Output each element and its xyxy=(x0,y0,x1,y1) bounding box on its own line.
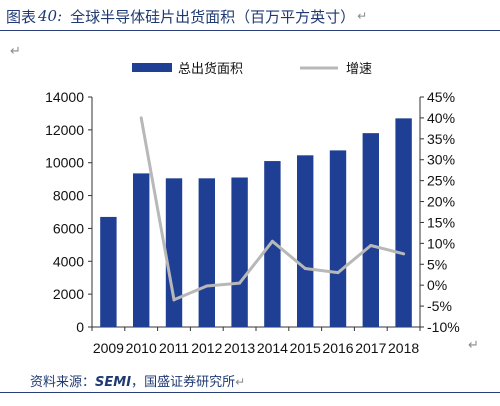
figure-label: 图表 xyxy=(6,7,37,26)
paragraph-return-mark: ↵ xyxy=(10,44,21,59)
paragraph-return-mark: ↵ xyxy=(235,375,246,389)
y-tick-label-left: 2000 xyxy=(53,286,84,302)
y-tick-label-right: 10% xyxy=(427,235,455,251)
legend-label-bar: 总出货面积 xyxy=(178,61,243,76)
growth-point xyxy=(172,298,176,302)
legend-swatch-bar xyxy=(132,63,172,72)
bar xyxy=(165,178,183,327)
y-tick-label-right: 30% xyxy=(427,152,455,168)
y-tick-label-right: 25% xyxy=(427,173,455,189)
y-tick-label-left: 6000 xyxy=(53,220,84,236)
x-tick-label: 2017 xyxy=(355,340,386,356)
legend-label-line: 增速 xyxy=(346,61,372,76)
y-tick-label-right: 5% xyxy=(427,256,447,272)
title-divider xyxy=(0,30,500,31)
paragraph-return-mark: ↵ xyxy=(357,9,368,23)
source-note: 资料来源：SEMI，国盛证券研究所↵ xyxy=(30,371,245,390)
bar xyxy=(264,161,281,327)
source-label: 资料来源： xyxy=(30,375,96,390)
x-tick-label: 2010 xyxy=(126,340,157,356)
bar xyxy=(100,216,117,327)
y-tick-label-right: 0% xyxy=(427,277,447,293)
y-tick-label-right: -5% xyxy=(427,298,452,314)
y-tick-label-left: 14000 xyxy=(45,89,84,105)
x-tick-label: 2016 xyxy=(322,340,353,356)
y-tick-label-left: 4000 xyxy=(53,253,84,269)
y-tick-label-left: 10000 xyxy=(45,155,84,171)
figure-title-row: 图表 40: 全球半导体硅片出货面积（百万平方英寸） ↵ xyxy=(6,4,496,28)
bottom-divider xyxy=(0,392,500,393)
growth-point xyxy=(402,252,406,256)
growth-point xyxy=(369,243,373,247)
y-tick-label-left: 8000 xyxy=(53,188,84,204)
y-tick-label-right: 15% xyxy=(427,214,455,230)
growth-point xyxy=(205,284,209,288)
x-tick-label: 2013 xyxy=(224,340,255,356)
y-tick-label-left: 12000 xyxy=(45,122,84,138)
y-tick-label-right: 35% xyxy=(427,131,455,147)
y-tick-label-right: 45% xyxy=(427,89,455,105)
x-tick-label: 2009 xyxy=(93,340,124,356)
x-tick-label: 2011 xyxy=(159,340,189,356)
source-separator: ， xyxy=(131,375,145,390)
x-tick-label: 2012 xyxy=(191,340,222,356)
figure-title: 全球半导体硅片出货面积（百万平方英寸） xyxy=(70,7,356,26)
growth-point xyxy=(139,116,143,120)
paragraph-return-mark: ↵ xyxy=(468,338,479,353)
x-tick-label: 2018 xyxy=(388,340,419,356)
source-publisher: 国盛证券研究所 xyxy=(144,375,236,390)
y-tick-label-left: 0 xyxy=(76,319,84,335)
y-tick-label-right: -10% xyxy=(427,319,460,335)
bar xyxy=(198,178,215,327)
bar xyxy=(329,150,347,327)
x-tick-label: 2015 xyxy=(290,340,321,356)
figure-number: 40: xyxy=(38,7,63,25)
x-tick-label: 2014 xyxy=(257,340,288,356)
growth-point xyxy=(270,239,274,243)
bar xyxy=(362,133,379,327)
bar xyxy=(231,177,248,327)
growth-point xyxy=(238,281,242,285)
bar xyxy=(297,155,314,327)
source-org: SEMI xyxy=(95,375,132,390)
y-tick-label-right: 20% xyxy=(427,194,455,210)
growth-point xyxy=(336,271,340,275)
y-tick-label-right: 40% xyxy=(427,110,455,126)
growth-point xyxy=(303,266,307,270)
bar xyxy=(395,118,412,327)
chart-canvas: 总出货面积 增速 0 2000 4000 6000 8000 10000 12000 14000 -… xyxy=(45,61,460,356)
bar xyxy=(133,173,150,327)
